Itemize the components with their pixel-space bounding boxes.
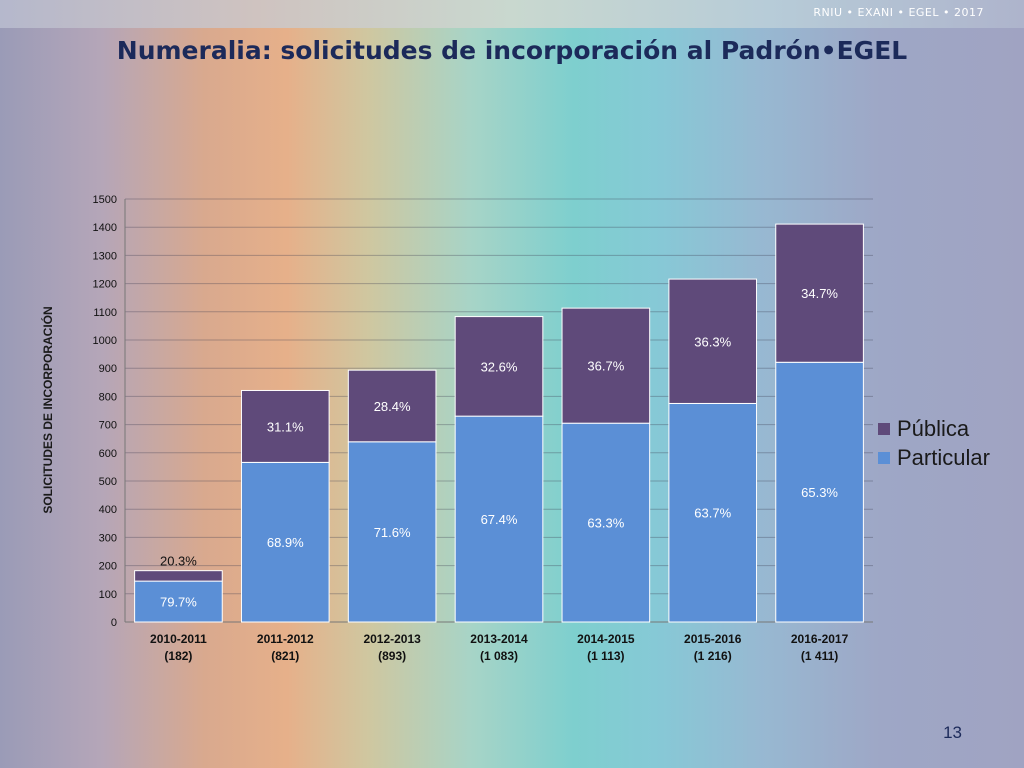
data-label-particular: 63.7% (694, 506, 731, 521)
bar-publica (134, 570, 223, 582)
bar-publica (668, 278, 758, 404)
x-category-total: (182) (164, 649, 192, 663)
brand-text: RNIU • EXANI • EGEL • 2017 (813, 6, 984, 19)
y-tick-label: 900 (99, 363, 117, 375)
y-tick-label: 400 (99, 504, 117, 516)
y-tick-label: 300 (99, 532, 117, 544)
y-tick-label: 1100 (93, 307, 117, 319)
y-tick-label: 200 (99, 561, 117, 573)
y-tick-label: 800 (99, 391, 117, 403)
y-tick-label: 100 (99, 589, 117, 601)
x-category-total: (821) (271, 649, 299, 663)
bar-publica (347, 369, 437, 443)
top-banner: RNIU • EXANI • EGEL • 2017 (0, 0, 1024, 28)
y-tick-label: 700 (99, 420, 117, 432)
data-label-particular: 71.6% (374, 525, 411, 540)
chart-legend: Pública Particular (878, 414, 990, 472)
bar-publica (454, 316, 544, 417)
x-category-label: 2010-2011 (150, 632, 207, 646)
data-label-publica: 32.6% (481, 359, 518, 374)
x-category-label: 2012-2013 (363, 632, 421, 646)
legend-label-publica: Pública (897, 415, 970, 441)
data-label-publica: 34.7% (801, 286, 838, 301)
x-category-label: 2016-2017 (791, 632, 849, 646)
y-tick-label: 1400 (93, 222, 117, 234)
x-category-label: 2011-2012 (257, 632, 314, 646)
x-category-total: (1 113) (587, 649, 624, 663)
y-tick-label: 1200 (93, 279, 117, 291)
x-category-label: 2014-2015 (577, 632, 635, 646)
data-label-publica: 28.4% (374, 399, 411, 414)
data-label-particular: 65.3% (801, 485, 838, 500)
data-label-particular: 79.7% (160, 595, 197, 610)
x-category-total: (1 216) (694, 649, 732, 663)
legend-swatch-particular (878, 451, 890, 464)
bar-particular (561, 422, 651, 623)
data-label-particular: 67.4% (481, 512, 518, 527)
bar-particular (347, 441, 437, 623)
legend-label-particular: Particular (897, 444, 990, 470)
data-label-particular: 63.3% (587, 516, 624, 531)
y-tick-label: 600 (99, 448, 117, 460)
bar-publica (775, 223, 864, 363)
bar-particular (240, 461, 330, 623)
data-label-publica: 36.3% (694, 334, 731, 349)
x-category-label: 2015-2016 (684, 632, 742, 646)
data-label-particular: 68.9% (267, 535, 304, 550)
page-number: 13 (943, 723, 962, 742)
bar-particular (134, 580, 223, 623)
bar-publica (561, 307, 651, 424)
data-label-publica: 31.1% (267, 419, 304, 434)
legend-item-particular: Particular (878, 443, 990, 472)
x-category-total: (893) (378, 649, 406, 663)
y-tick-label: 1000 (93, 335, 117, 347)
bar-particular (454, 415, 544, 623)
y-tick-label: 500 (99, 476, 117, 488)
x-category-total: (1 411) (801, 649, 838, 663)
y-tick-label: 1300 (93, 250, 117, 262)
y-tick-label: 1500 (93, 194, 117, 206)
bar-particular (668, 402, 758, 623)
x-category-total: (1 083) (480, 649, 518, 663)
y-tick-label: 0 (111, 617, 117, 629)
data-label-publica: 20.3% (160, 554, 197, 569)
slide-title: Numeralia: solicitudes de incorporación … (116, 36, 908, 65)
data-label-publica: 36.7% (587, 359, 624, 374)
bar-particular (775, 361, 864, 623)
bar-publica (240, 389, 330, 463)
legend-item-publica: Pública (878, 414, 990, 443)
x-category-label: 2013-2014 (470, 632, 528, 646)
legend-swatch-publica (878, 422, 890, 435)
